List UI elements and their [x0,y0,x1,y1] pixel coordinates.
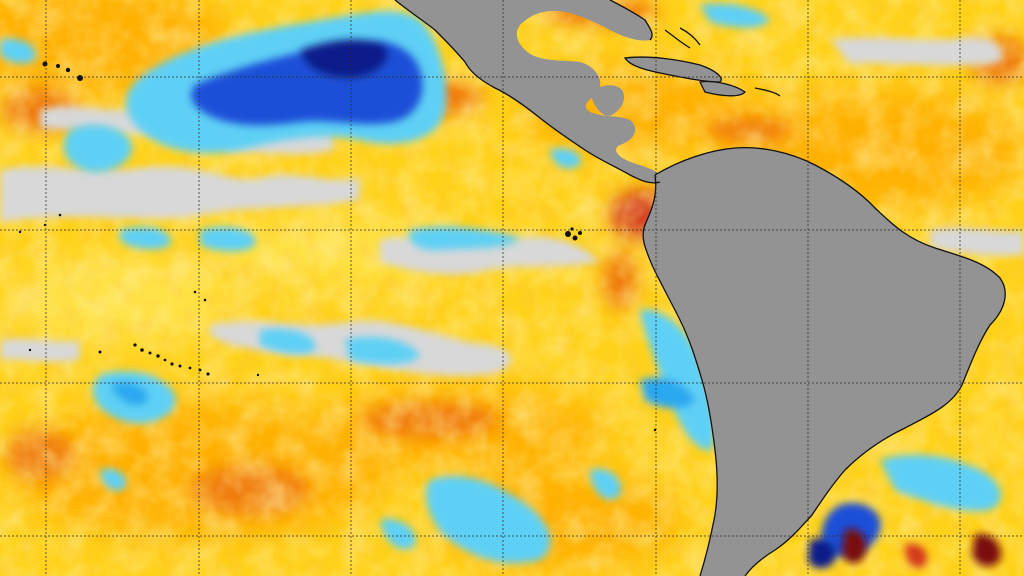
pacific-atolls [18,213,657,432]
cuba-island [625,57,722,82]
extreme-warm-layer [842,529,1001,568]
north-america-land [395,0,662,183]
galapagos-islands [565,227,582,241]
islands-layer [18,61,657,432]
cold-anomaly-layer [110,39,881,569]
central-america-land [590,85,625,116]
hispaniola-island [700,81,745,96]
land-layer [395,0,1006,576]
coastline-layer [394,0,1006,576]
south-america-land [643,147,1006,576]
hawaiian-islands [42,61,83,81]
